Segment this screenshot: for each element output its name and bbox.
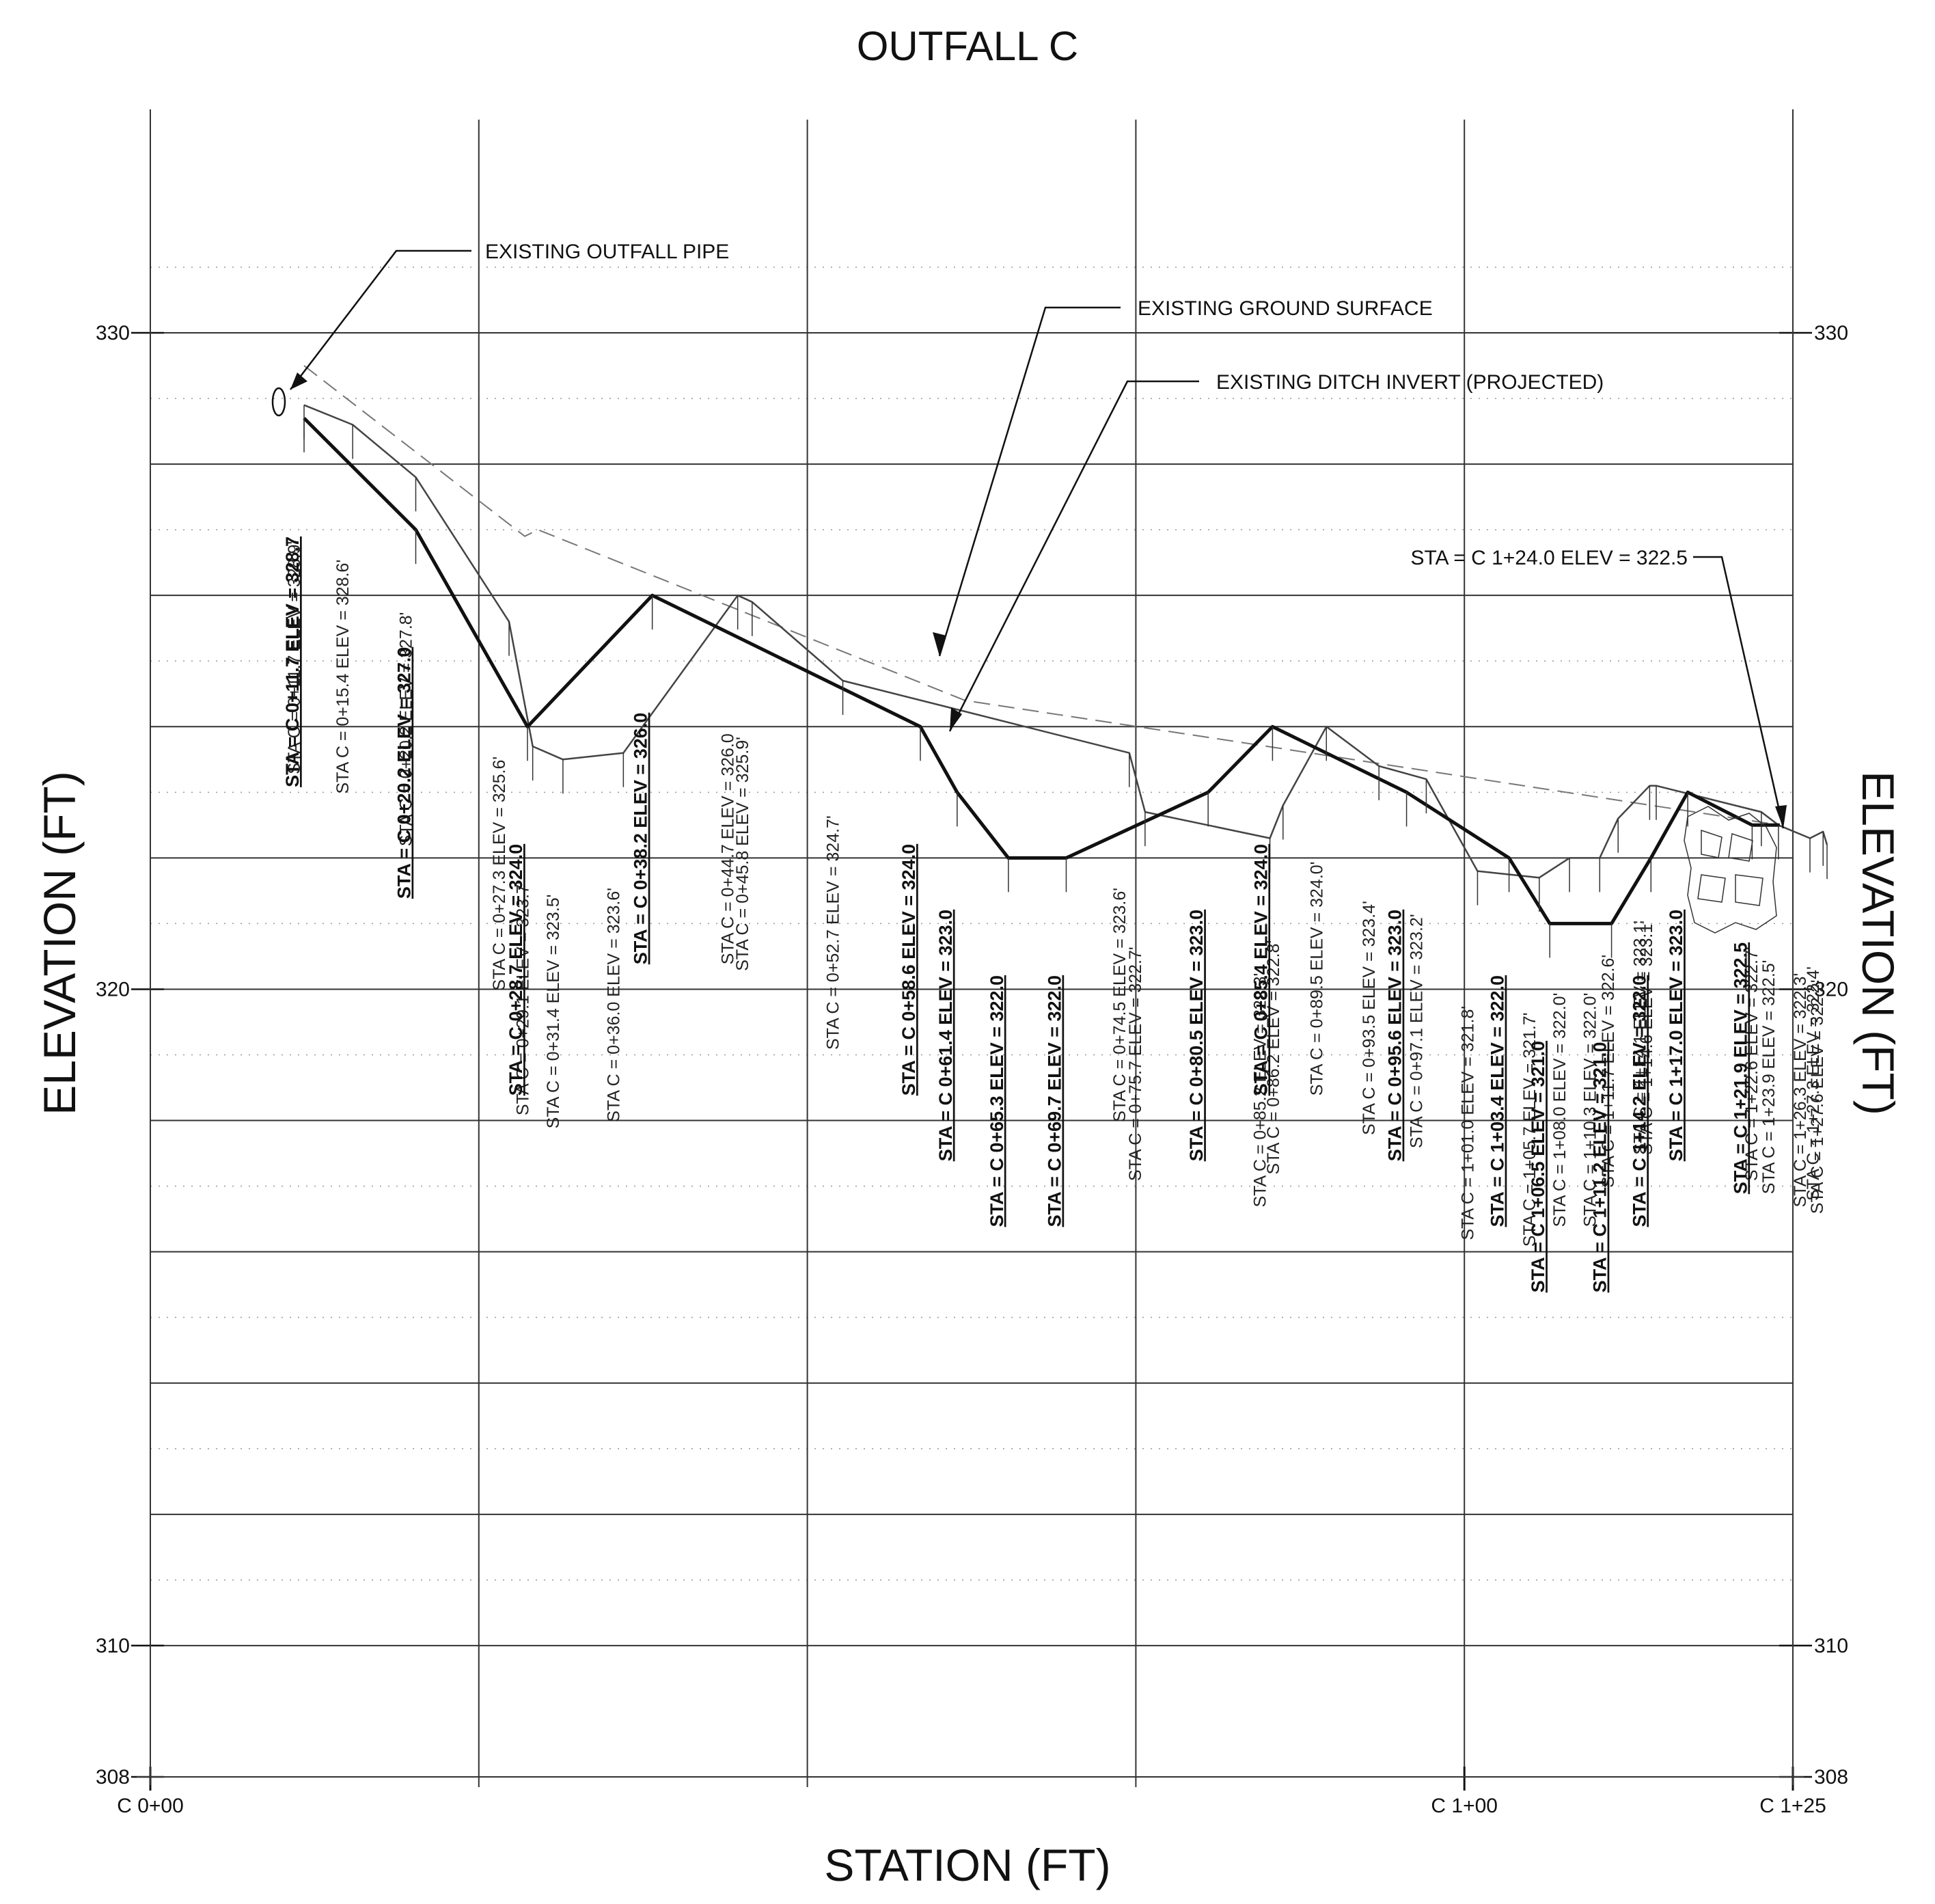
existing-station-label: STA C = 1+23.9 ELEV = 322.5' bbox=[1759, 960, 1779, 1195]
existing-station-label: STA C = 0+44.7 ELEV = 326.0 bbox=[719, 733, 738, 964]
end-station-leader bbox=[1693, 556, 1785, 829]
proposed-station-label: STA = C 0+69.7 ELEV = 322.0 bbox=[1045, 975, 1065, 1227]
y-tick-label-right: 330 bbox=[1814, 322, 1848, 344]
y-tick-label-left: 330 bbox=[96, 322, 130, 344]
y-tick-label-left: 320 bbox=[96, 978, 130, 1001]
outfall-pipe-leader bbox=[290, 249, 471, 390]
proposed-station-label: STA = C 1+06.5 ELEV = 321.0 bbox=[1528, 1041, 1548, 1292]
outfall-pipe-marker bbox=[271, 387, 286, 417]
existing-station-label: STA C = 0+31.4 ELEV = 323.5' bbox=[544, 895, 563, 1129]
existing-station-label: STA C = 0+86.2 ELEV = 322.8' bbox=[1264, 940, 1283, 1175]
existing-station-label: STA C = 1+05.7 ELEV = 321.7' bbox=[1520, 1012, 1539, 1247]
existing-station-label: STA C = 0+20.2 ELEV = 327.8' bbox=[397, 612, 416, 847]
x-axis-title: STATION (FT) bbox=[824, 1840, 1110, 1890]
arrowhead-icon bbox=[1775, 805, 1787, 828]
ditch-invert-label: EXISTING DITCH INVERT (PROJECTED) bbox=[1216, 371, 1604, 394]
vertical-gridlines bbox=[478, 120, 1466, 1787]
proposed-station-label: STA = C 0+58.6 ELEV = 324.0 bbox=[898, 844, 919, 1096]
proposed-station-label: STA = C 0+11.7 ELEV = 328.7 bbox=[282, 536, 303, 787]
horizontal-gridlines bbox=[150, 267, 1793, 1646]
existing-station-label: STA C = 1+14.1 ELEV = 323.1' bbox=[1630, 921, 1649, 1155]
proposed-grade-labels: STA = C 0+11.7 ELEV = 328.7 STA = C 0+20.… bbox=[282, 418, 1753, 1292]
callout-outfall-pipe: EXISTING OUTFALL PIPE bbox=[290, 241, 729, 390]
ground-surface-label: EXISTING GROUND SURFACE bbox=[1138, 297, 1433, 320]
ground-surface-leader bbox=[938, 306, 1121, 657]
existing-station-label: STA C = 0+85.2 ELEV = 322.3' bbox=[1251, 973, 1270, 1208]
existing-station-label: STA C = 1+27.3 ELEV = 322.4' bbox=[1804, 966, 1823, 1201]
proposed-station-label: STA = C 1+11.2 ELEV = 321.0 bbox=[1590, 1042, 1610, 1292]
x-tick-label: C 1+00 bbox=[1431, 1795, 1498, 1817]
x-tick-label: C 1+25 bbox=[1759, 1795, 1826, 1817]
existing-ground-labels: STA C = 0+11.7 ELEV = 328.9' STA C = 0+15… bbox=[285, 405, 1828, 1247]
existing-station-label: STA C = 0+97.1 ELEV = 323.2' bbox=[1407, 914, 1426, 1148]
existing-station-label: STA C = 0+93.5 ELEV = 323.4' bbox=[1360, 901, 1379, 1135]
existing-station-label: STA C = 1+22.6 ELEV = 322.7' bbox=[1742, 947, 1761, 1181]
existing-station-label: STA C = 0+89.5 ELEV = 324.0' bbox=[1307, 862, 1326, 1096]
existing-station-label: STA C = 0+75.7 ELEV = 322.7' bbox=[1126, 947, 1145, 1181]
proposed-station-label: STA = C 0+38.2 ELEV = 326.0 bbox=[631, 713, 651, 964]
y-axis-title-right: ELEVATION (FT) bbox=[1853, 771, 1904, 1115]
ditch-invert-leader bbox=[948, 380, 1199, 732]
arrowhead-icon bbox=[950, 707, 962, 731]
existing-station-label: STA C = 0+36.0 ELEV = 323.6' bbox=[604, 888, 623, 1122]
existing-station-label: STA C = 1+14.6 ELEV = 323.1' bbox=[1637, 921, 1656, 1155]
callout-end-station: STA = C 1+24.0 ELEV = 322.5 bbox=[1410, 547, 1787, 829]
callout-ground-surface: EXISTING GROUND SURFACE bbox=[933, 297, 1433, 657]
y-tick-label-right: 308 bbox=[1814, 1766, 1848, 1789]
y-axis-title-left: ELEVATION (FT) bbox=[34, 771, 85, 1115]
existing-station-label: STA C = 0+15.4 ELEV = 328.6' bbox=[333, 560, 353, 794]
proposed-grade-line bbox=[303, 417, 1780, 925]
profile-title: OUTFALL C bbox=[857, 23, 1079, 69]
proposed-station-label: STA = C 0+65.3 ELEV = 322.0 bbox=[987, 975, 1007, 1227]
existing-station-label: STA C = 0+74.5 ELEV = 323.6' bbox=[1110, 888, 1129, 1122]
proposed-station-label: STA = C 0+85.4 ELEV = 324.0 bbox=[1250, 844, 1271, 1096]
existing-ditch-invert-line bbox=[303, 365, 1780, 826]
outfall-pipe-label: EXISTING OUTFALL PIPE bbox=[485, 241, 729, 263]
existing-station-label: STA C = 0+27.3 ELEV = 325.6' bbox=[490, 757, 509, 991]
y-tick-label-right: 320 bbox=[1814, 978, 1848, 1001]
proposed-station-label: STA = C 0+20.2 ELEV = 327.0 bbox=[394, 647, 415, 899]
y-tick-label-left: 308 bbox=[96, 1766, 130, 1789]
existing-station-label: STA C = 0+45.8 ELEV = 325.9' bbox=[733, 737, 752, 971]
existing-station-label: STA C = 1+01.0 ELEV = 321.8' bbox=[1458, 1006, 1477, 1240]
existing-station-label: STA C = 1+26.3 ELEV = 322.3' bbox=[1791, 973, 1810, 1208]
proposed-station-label: STA = C 0+80.5 ELEV = 323.0 bbox=[1186, 910, 1207, 1161]
existing-station-label: STA C = 1+27.6 ELEV = 322.2' bbox=[1808, 979, 1827, 1214]
existing-station-label: STA C = 1+10.3 ELEV = 322.0' bbox=[1580, 993, 1600, 1227]
existing-station-label: STA C = 0+29.1 ELEV = 323.7' bbox=[514, 881, 533, 1115]
proposed-station-label: STA = C 1+03.4 ELEV = 322.0 bbox=[1487, 975, 1508, 1227]
existing-station-label: STA C = 1+08.0 ELEV = 322.0' bbox=[1550, 993, 1569, 1227]
proposed-station-label: STA = C 1+14.2 ELEV = 322.0 bbox=[1629, 975, 1649, 1227]
end-station-label: STA = C 1+24.0 ELEV = 322.5 bbox=[1410, 547, 1688, 569]
proposed-station-label: STA = C 0+28.7 ELEV = 324.0 bbox=[506, 844, 526, 1096]
y-tick-label-left: 310 bbox=[96, 1635, 130, 1657]
proposed-station-label: STA = C 0+61.4 ELEV = 323.0 bbox=[935, 910, 956, 1161]
proposed-station-label: STA = C 1+17.0 ELEV = 323.0 bbox=[1666, 910, 1686, 1161]
arrowhead-icon bbox=[933, 632, 946, 656]
arrowhead-icon bbox=[290, 372, 307, 390]
axis-ticks: 330 330 320 320 310 310 308 308 C 0+00 C 1+00 C 1+… bbox=[96, 322, 1848, 1817]
callout-ditch-invert: EXISTING DITCH INVERT (PROJECTED) bbox=[948, 371, 1604, 732]
existing-station-label: STA C = 0+52.7 ELEV = 324.7' bbox=[824, 815, 843, 1050]
proposed-station-label: STA = C 0+95.6 ELEV = 323.0 bbox=[1385, 910, 1405, 1161]
y-tick-label-right: 310 bbox=[1814, 1635, 1848, 1657]
x-tick-label: C 0+00 bbox=[117, 1795, 184, 1817]
existing-station-label: STA C = 1+11.7 ELEV = 322.6' bbox=[1599, 955, 1618, 1188]
proposed-station-label: STA = C 1+21.9 ELEV = 322.5 bbox=[1730, 942, 1751, 1194]
riprap-pattern bbox=[1684, 806, 1777, 934]
existing-station-label: STA C = 0+11.7 ELEV = 328.9' bbox=[285, 541, 304, 774]
